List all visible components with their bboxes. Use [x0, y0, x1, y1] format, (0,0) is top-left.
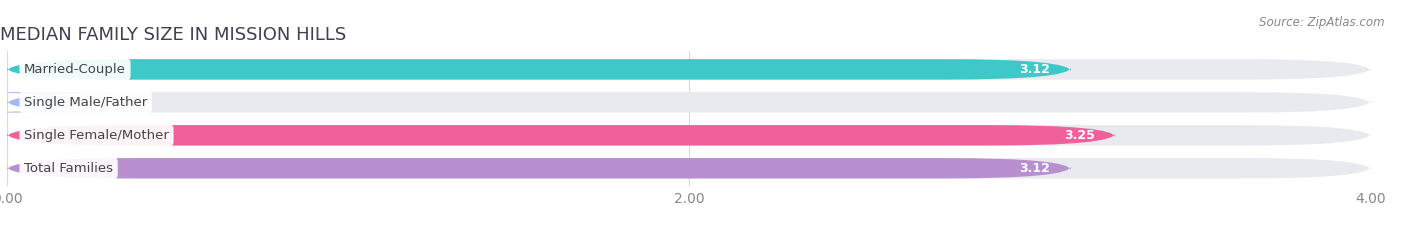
Text: 3.25: 3.25	[1064, 129, 1095, 142]
FancyBboxPatch shape	[7, 125, 1371, 146]
Text: 3.12: 3.12	[1019, 63, 1050, 76]
FancyBboxPatch shape	[7, 59, 1371, 80]
Text: Single Female/Mother: Single Female/Mother	[24, 129, 169, 142]
Text: Married-Couple: Married-Couple	[24, 63, 127, 76]
FancyBboxPatch shape	[7, 92, 1371, 113]
FancyBboxPatch shape	[7, 125, 1115, 146]
Text: 0.00: 0.00	[110, 96, 141, 109]
Text: MEDIAN FAMILY SIZE IN MISSION HILLS: MEDIAN FAMILY SIZE IN MISSION HILLS	[0, 26, 346, 44]
FancyBboxPatch shape	[0, 92, 134, 113]
Text: 3.12: 3.12	[1019, 162, 1050, 175]
Text: Source: ZipAtlas.com: Source: ZipAtlas.com	[1260, 16, 1385, 29]
FancyBboxPatch shape	[7, 158, 1371, 178]
FancyBboxPatch shape	[7, 158, 1071, 178]
Text: Total Families: Total Families	[24, 162, 112, 175]
Text: Single Male/Father: Single Male/Father	[24, 96, 148, 109]
FancyBboxPatch shape	[7, 59, 1071, 80]
